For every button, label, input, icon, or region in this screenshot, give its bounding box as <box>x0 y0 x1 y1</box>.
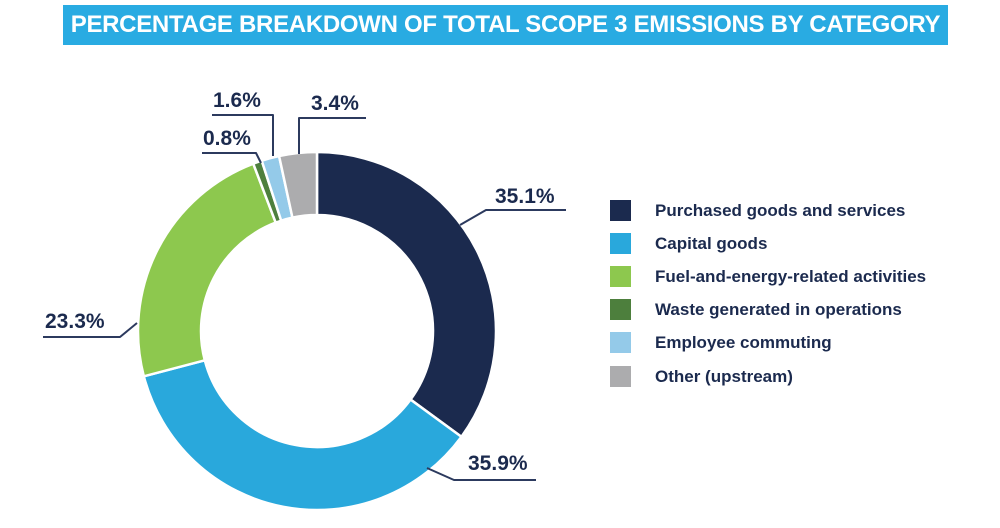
slice-value-label-other-upstream: 3.4% <box>311 92 359 115</box>
chart-title-banner: PERCENTAGE BREAKDOWN OF TOTAL SCOPE 3 EM… <box>63 5 948 45</box>
slice-capital-goods <box>142 359 463 512</box>
legend-swatch-fuel-and-energy-related-activities <box>610 265 631 287</box>
legend-swatch-capital-goods <box>610 232 631 254</box>
chart-title: PERCENTAGE BREAKDOWN OF TOTAL SCOPE 3 EM… <box>70 11 941 38</box>
leader-line-employee-commuting <box>212 114 274 156</box>
slice-value-label-employee-commuting: 1.6% <box>213 89 261 112</box>
legend-label-capital-goods: Capital goods <box>655 233 768 253</box>
legend-swatch-waste-generated-in-operations <box>610 299 631 321</box>
slice-value-label-waste-generated-in-operations: 0.8% <box>203 127 251 150</box>
legend-label-other-upstream: Other (upstream) <box>655 366 793 386</box>
slice-value-label-fuel-and-energy-related-activities: 23.3% <box>45 310 105 333</box>
slice-other-upstream <box>277 150 319 219</box>
legend-swatch-other-upstream <box>610 365 631 387</box>
slice-value-label-purchased-goods-and-services: 35.1% <box>495 185 555 208</box>
leader-line-capital-goods <box>426 467 536 481</box>
legend-item-other-upstream: Other (upstream) <box>610 365 793 387</box>
legend-item-purchased-goods-and-services: Purchased goods and services <box>610 199 905 221</box>
legend-item-fuel-and-energy-related-activities: Fuel-and-energy-related activities <box>610 265 926 287</box>
leader-line-waste-generated-in-operations <box>202 152 262 164</box>
legend-label-fuel-and-energy-related-activities: Fuel-and-energy-related activities <box>655 266 927 286</box>
legend-item-waste-generated-in-operations: Waste generated in operations <box>610 299 902 321</box>
legend-swatch-employee-commuting <box>610 332 631 354</box>
leader-line-purchased-goods-and-services <box>459 209 566 226</box>
legend-item-capital-goods: Capital goods <box>610 232 767 254</box>
slice-value-label-capital-goods: 35.9% <box>468 452 528 475</box>
slice-purchased-goods-and-services <box>315 150 498 439</box>
slice-fuel-and-energy-related-activities <box>136 162 277 378</box>
legend-item-employee-commuting: Employee commuting <box>610 332 832 354</box>
leader-line-fuel-and-energy-related-activities <box>43 322 138 338</box>
legend-swatch-purchased-goods-and-services <box>610 199 631 221</box>
legend-label-waste-generated-in-operations: Waste generated in operations <box>655 300 902 320</box>
leader-line-other-upstream <box>298 117 366 154</box>
legend-label-employee-commuting: Employee commuting <box>655 333 832 353</box>
legend-label-purchased-goods-and-services: Purchased goods and services <box>655 200 906 220</box>
